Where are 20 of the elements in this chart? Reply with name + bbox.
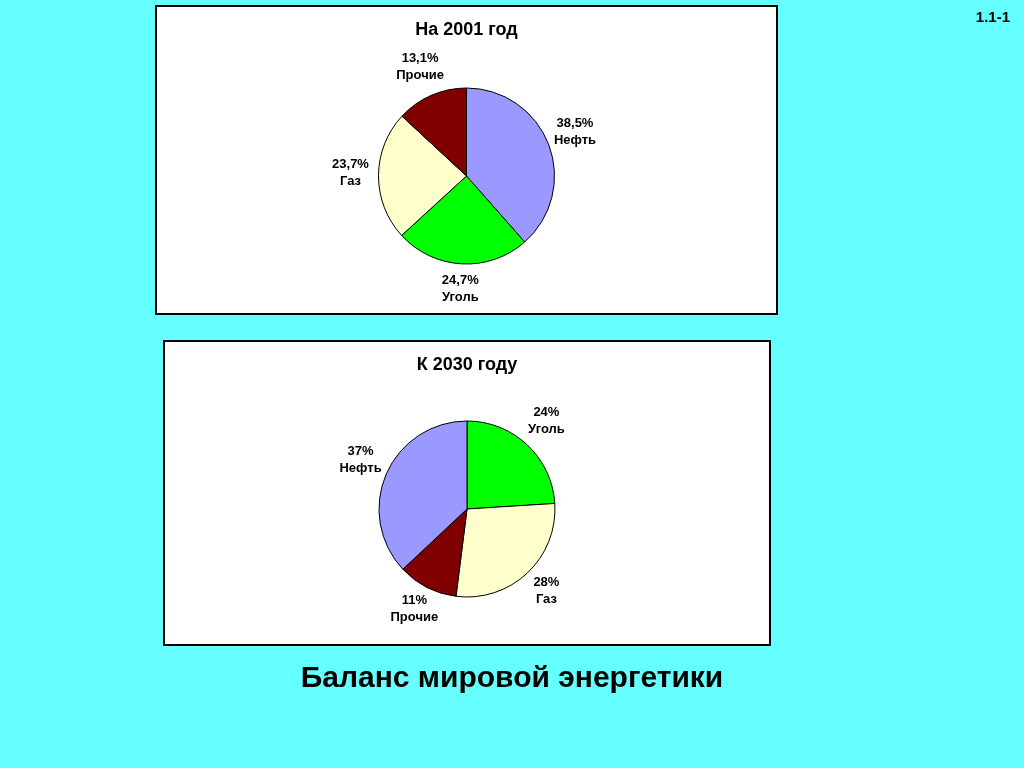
text: 1.1-1 bbox=[975, 8, 1010, 25]
slice-label: Газ bbox=[339, 172, 362, 188]
chart-title: На 2001 год bbox=[414, 19, 519, 40]
text: Баланс мировой энергетики bbox=[299, 660, 725, 694]
data-label: 11% bbox=[401, 592, 428, 608]
data-label: 23,7% bbox=[332, 155, 370, 171]
data-label: 38,5% bbox=[556, 115, 594, 130]
data-label: 37% bbox=[347, 442, 374, 458]
slice-label: Нефть bbox=[339, 459, 382, 475]
slice-label: Прочие bbox=[390, 609, 439, 625]
data-label: 24,7% bbox=[441, 271, 480, 287]
slice-label: Уголь bbox=[528, 421, 565, 437]
slice-label: Газ bbox=[535, 590, 558, 606]
data-label: 13,1% bbox=[401, 49, 439, 65]
chart-title: К 2030 году bbox=[415, 354, 519, 375]
slice-label: Нефть bbox=[553, 132, 597, 147]
slice-label: Прочие bbox=[396, 66, 444, 82]
data-label: 24% bbox=[533, 404, 560, 420]
slice-label: Уголь bbox=[441, 288, 479, 304]
data-label: 28% bbox=[533, 573, 560, 589]
